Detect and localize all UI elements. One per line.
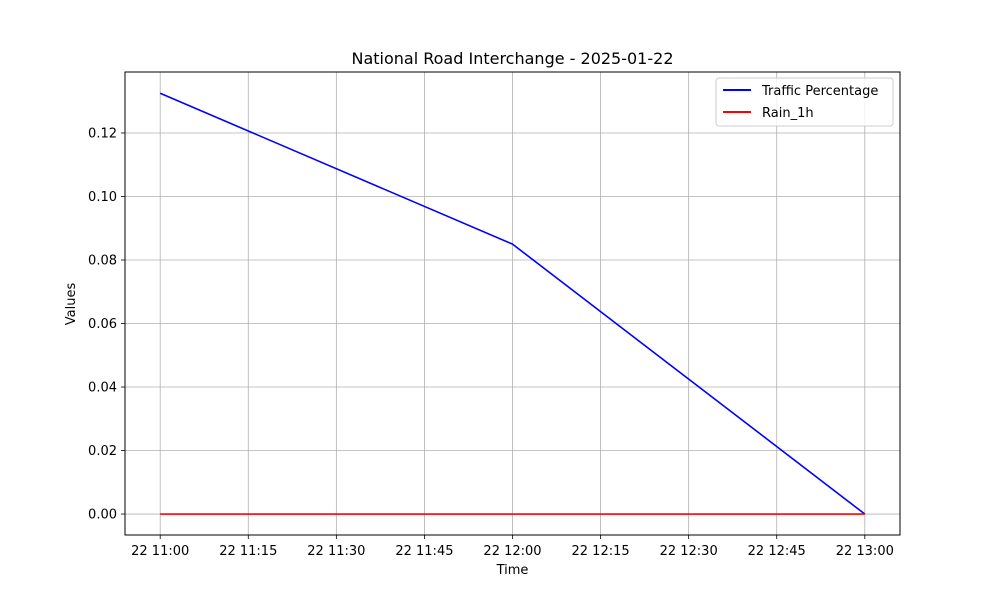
x-tick-label: 22 11:45 xyxy=(395,544,453,559)
series-layer xyxy=(159,92,866,515)
y-tick-label: 0.12 xyxy=(88,126,117,141)
y-tick-label: 0.06 xyxy=(88,317,117,332)
x-tick-label: 22 11:30 xyxy=(307,544,365,559)
legend-label-traffic-percentage: Traffic Percentage xyxy=(761,84,878,99)
tick-layer: 22 11:00 22 11:15 22 11:30 22 11:45 22 12:00… xyxy=(88,126,894,559)
x-tick-label: 22 11:00 xyxy=(131,544,189,559)
y-tick-label: 0.02 xyxy=(88,444,117,459)
legend-box xyxy=(715,77,894,127)
y-axis-label: Values xyxy=(64,283,79,326)
chart-title: National Road Interchange - 2025-01-22 xyxy=(351,49,673,68)
x-tick-label: 22 12:45 xyxy=(748,544,806,559)
x-tick-label: 22 12:15 xyxy=(572,544,630,559)
y-tick-label: 0.04 xyxy=(88,381,117,396)
x-axis-label: Time xyxy=(496,563,529,578)
y-tick-label: 0.10 xyxy=(88,190,117,205)
x-tick-label: 22 12:00 xyxy=(483,544,541,559)
grid-layer xyxy=(125,72,900,535)
y-tick-label: 0.08 xyxy=(88,253,117,268)
x-tick-label: 22 12:30 xyxy=(660,544,718,559)
x-tick-label: 22 13:00 xyxy=(836,544,894,559)
series-line-traffic-percentage xyxy=(159,92,866,515)
legend: Traffic Percentage Rain_1h xyxy=(715,77,894,127)
legend-label-rain-1h: Rain_1h xyxy=(762,106,814,121)
y-tick-label: 0.00 xyxy=(88,508,117,523)
x-tick-label: 22 11:15 xyxy=(219,544,277,559)
